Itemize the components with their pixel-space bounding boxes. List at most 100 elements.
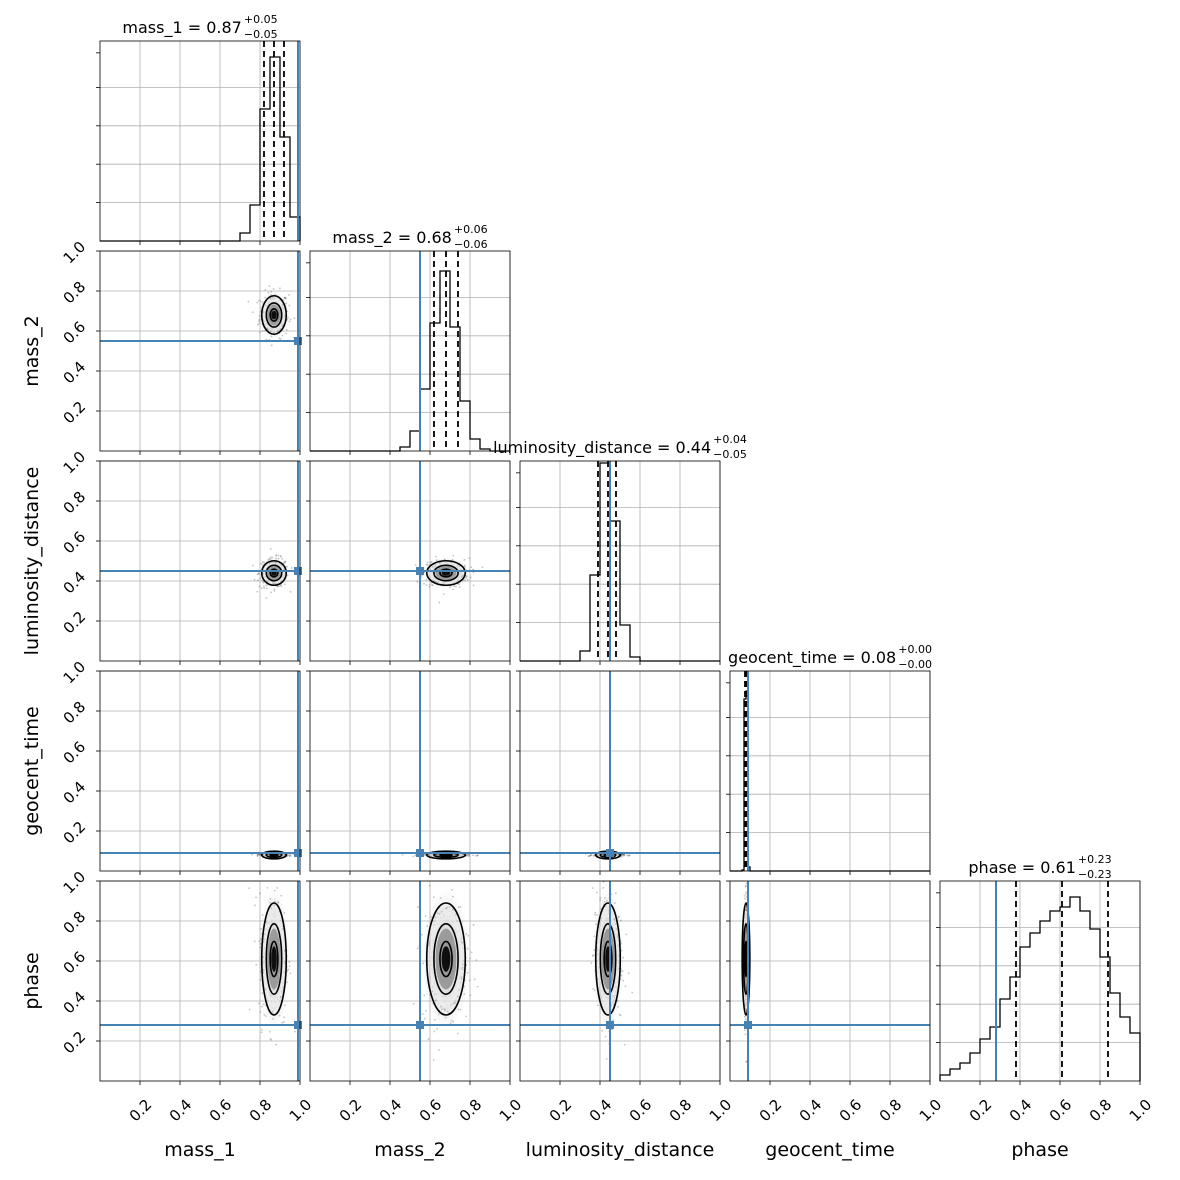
contour-line <box>603 940 613 978</box>
x-tick-label: 1.0 <box>706 1096 736 1126</box>
scatter-point <box>745 1060 748 1062</box>
panel-title: mass_1 = 0.87 +0.05 −0.05 <box>122 13 277 41</box>
panel-title: phase = 0.61 +0.23 −0.23 <box>968 853 1111 881</box>
contour-line <box>265 564 283 582</box>
scatter-point <box>744 1033 747 1036</box>
scatter-point <box>468 557 471 559</box>
scatter-point <box>265 338 268 341</box>
x-tick-label: 0.6 <box>416 1096 446 1126</box>
scatter-point <box>275 554 278 556</box>
x-tick-label: 0.8 <box>666 1096 696 1126</box>
contour-line <box>425 902 467 1016</box>
contour-line <box>425 850 467 860</box>
scatter-point <box>442 593 445 595</box>
contour-line <box>433 922 459 995</box>
x-tick-label: 0.4 <box>376 1096 406 1126</box>
panel-phase-vs-mass_2 <box>306 880 511 1085</box>
scatter-point <box>622 979 625 982</box>
scatter-point <box>595 891 598 894</box>
scatter-point <box>424 914 427 917</box>
panel-geocent_time-vs-mass_2 <box>306 670 511 875</box>
scatter-point <box>476 854 479 857</box>
scatter-point <box>289 854 292 857</box>
scatter-point <box>463 558 466 561</box>
scatter-point <box>470 566 473 569</box>
x-tick-label: 0.4 <box>1006 1096 1036 1126</box>
scatter-point <box>270 591 273 594</box>
scatter-point <box>604 1035 607 1038</box>
y-tick-label: 1.0 <box>60 658 90 688</box>
scatter-point <box>743 1029 746 1032</box>
scatter-point <box>421 1013 424 1016</box>
scatter-point <box>256 579 259 582</box>
scatter-point <box>452 588 454 591</box>
contour-line <box>260 850 288 860</box>
scatter-point <box>289 972 292 975</box>
scatter-point <box>256 573 259 576</box>
scatter-point <box>590 854 593 857</box>
y-axis-label-geocent_time: geocent_time <box>21 706 43 835</box>
scatter-point <box>476 985 479 988</box>
panel-frame <box>309 460 511 662</box>
panel-title: geocent_time = 0.08 +0.00 −0.00 <box>728 643 932 671</box>
scatter-point <box>469 576 472 579</box>
panel-background <box>100 251 300 451</box>
scatter-point <box>273 589 276 592</box>
scatter-point <box>288 293 290 296</box>
scatter-point <box>260 1031 263 1034</box>
scatter-point <box>252 564 254 567</box>
scatter-point <box>259 331 261 334</box>
contour-line <box>265 922 283 995</box>
scatter-point <box>594 911 597 914</box>
truth-marker <box>606 1021 614 1029</box>
contour-line <box>599 922 617 995</box>
panel-phase-vs-luminosity_distance <box>516 880 721 1085</box>
panel-frame <box>309 670 511 872</box>
scatter-point <box>248 1008 251 1011</box>
y-tick-label: 0.8 <box>60 698 90 728</box>
scatter-point <box>624 985 627 988</box>
scatter-point <box>283 1020 285 1023</box>
scatter-point <box>272 287 275 290</box>
scatter-point <box>472 584 475 587</box>
panel-frame <box>99 880 301 1082</box>
scatter-point <box>412 1002 415 1005</box>
x-tick-label: 0.4 <box>796 1096 826 1126</box>
contour-line <box>269 568 279 578</box>
scatter-point <box>279 554 282 557</box>
scatter-point <box>258 585 261 588</box>
scatter-point <box>428 884 431 887</box>
scatter-point <box>425 1009 427 1012</box>
x-axis-label-phase: phase <box>1011 1139 1068 1161</box>
contour-line <box>269 940 279 978</box>
scatter-point <box>281 1021 284 1024</box>
scatter-point <box>417 906 419 909</box>
scatter-point <box>423 582 425 585</box>
x-tick-label: 1.0 <box>496 1096 526 1126</box>
scatter-point <box>259 1011 262 1013</box>
contour-line <box>269 308 279 322</box>
scatter-point <box>432 1059 435 1062</box>
y-axis-label-luminosity_distance: luminosity_distance <box>21 467 43 656</box>
scatter-point <box>481 566 484 569</box>
panel-title-upper: +0.00 <box>898 643 932 656</box>
scatter-point <box>602 881 605 883</box>
x-tick-label: 0.2 <box>336 1096 366 1126</box>
scatter-point <box>423 994 426 997</box>
scatter-point <box>416 580 419 583</box>
panel-title: mass_2 = 0.68 +0.06 −0.06 <box>332 223 487 251</box>
scatter-point <box>414 564 417 566</box>
panel-frame <box>729 880 931 1082</box>
scatter-point <box>256 854 259 857</box>
scatter-point <box>285 297 287 300</box>
scatter-point <box>255 963 258 966</box>
density-core <box>271 946 277 972</box>
histogram-step-line <box>310 270 510 452</box>
scatter-point <box>256 301 259 304</box>
panel-mass_1-vs-mass_1: mass_1 = 0.87 +0.05 −0.05 <box>96 13 301 245</box>
scatter-point <box>257 853 259 856</box>
scatter-point <box>427 1038 430 1041</box>
scatter-point <box>263 587 266 589</box>
x-tick-label: 0.8 <box>876 1096 906 1126</box>
